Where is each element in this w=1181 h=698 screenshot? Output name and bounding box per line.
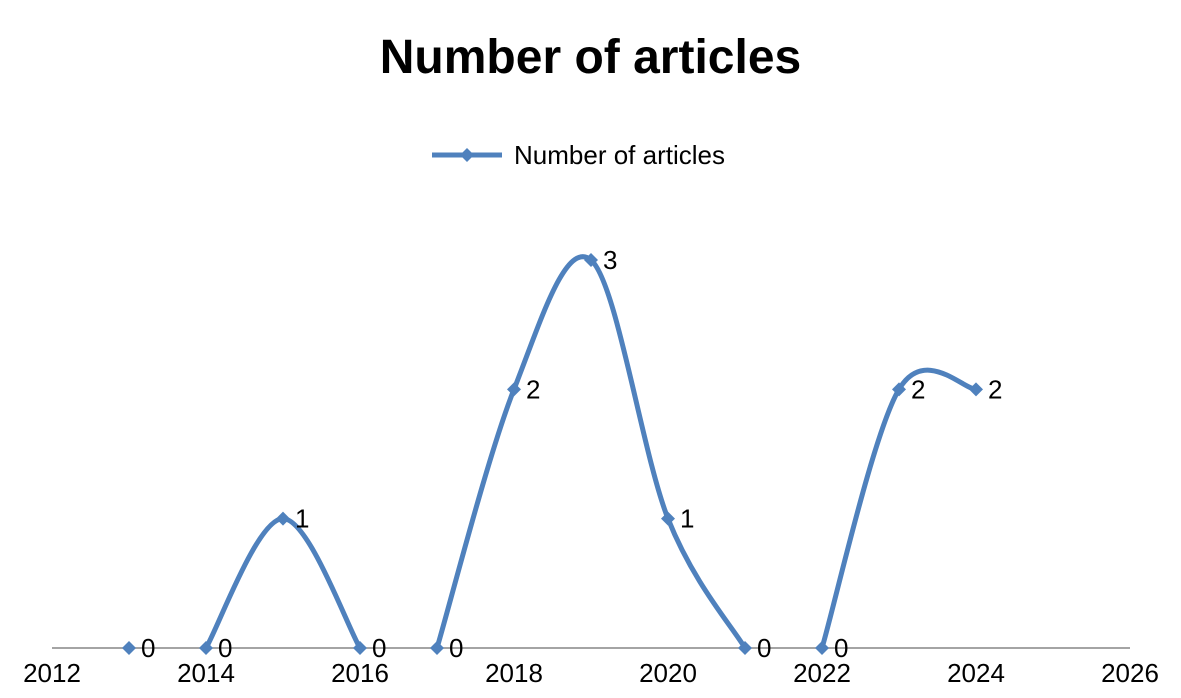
series-line: [819, 367, 979, 651]
data-label: 0: [834, 633, 848, 663]
x-tick-label: 2016: [331, 658, 389, 688]
x-tick-label: 2012: [23, 658, 81, 688]
data-label: 2: [988, 374, 1002, 404]
data-point-marker: [969, 382, 983, 397]
data-label: 3: [603, 245, 617, 275]
data-point-marker: [507, 382, 521, 397]
data-label: 0: [372, 633, 386, 663]
data-label: 2: [526, 374, 540, 404]
series-line: [434, 254, 748, 651]
data-point-marker: [584, 253, 598, 267]
legend: Number of articles: [432, 140, 725, 170]
data-point-marker: [738, 641, 752, 655]
data-label: 0: [449, 633, 463, 663]
data-point-marker: [430, 641, 444, 655]
x-tick-label: 2020: [639, 658, 697, 688]
data-label: 1: [680, 504, 694, 534]
x-tick-label: 2022: [793, 658, 851, 688]
data-point-marker: [892, 382, 906, 397]
data-label: 0: [141, 633, 155, 663]
series-line: [203, 516, 363, 651]
data-label: 0: [757, 633, 771, 663]
data-point-marker: [815, 641, 829, 655]
data-point-marker: [276, 511, 290, 526]
data-point-marker: [353, 641, 367, 655]
data-label: 0: [218, 633, 232, 663]
legend-marker: [460, 148, 474, 162]
x-tick-label: 2024: [947, 658, 1005, 688]
x-tick-label: 2026: [1101, 658, 1159, 688]
x-tick-label: 2014: [177, 658, 235, 688]
data-label: 1: [295, 504, 309, 534]
data-point-marker: [122, 641, 136, 655]
x-tick-label: 2018: [485, 658, 543, 688]
chart-title: Number of articles: [379, 31, 802, 84]
data-label: 2: [911, 374, 925, 404]
data-point-marker: [661, 511, 675, 526]
legend-label: Number of articles: [514, 140, 725, 170]
data-point-marker: [199, 641, 213, 655]
